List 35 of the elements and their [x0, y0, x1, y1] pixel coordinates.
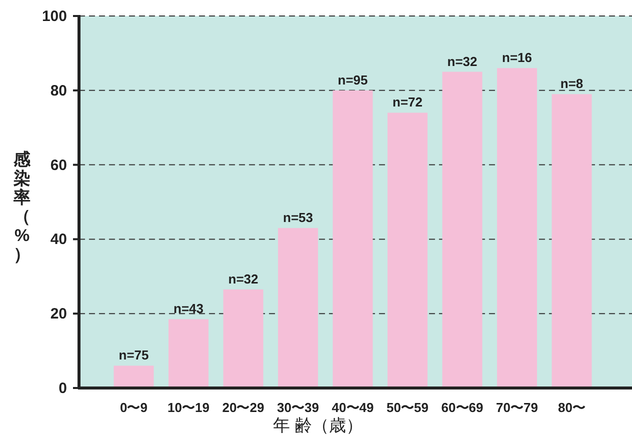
bar [278, 228, 318, 388]
y-tick-label: 20 [50, 306, 67, 323]
x-tick-label: 10〜19 [168, 400, 210, 415]
y-axis-title: 感染率（%） [12, 150, 32, 264]
annotation: n=32 [447, 54, 478, 69]
y-tick-label: 100 [42, 8, 67, 25]
bar [388, 112, 428, 388]
annotation: n=32 [228, 271, 258, 286]
x-tick-label: 60〜69 [441, 400, 484, 415]
annotation: n=75 [118, 348, 149, 363]
annotation: n=8 [560, 76, 584, 92]
bar [442, 72, 482, 388]
annotation: n=72 [392, 94, 423, 110]
bar [552, 94, 592, 388]
x-tick-label: 0〜9 [120, 400, 148, 415]
y-tick-label: 40 [50, 231, 67, 248]
annotation: n=95 [338, 72, 368, 88]
annotation: n=53 [283, 210, 314, 226]
bar [497, 68, 538, 388]
y-tick-label: 0 [58, 380, 67, 397]
y-tick-label: 60 [50, 156, 67, 174]
x-tick-label: 50〜59 [386, 400, 428, 415]
annotation: n=43 [174, 301, 204, 316]
bar [114, 366, 154, 388]
x-tick-label: 20〜29 [222, 400, 264, 415]
bar [332, 90, 373, 388]
x-tick-label: 40〜49 [332, 400, 374, 415]
y-tick-label: 80 [50, 82, 67, 100]
bar [168, 319, 209, 388]
x-tick-label: 70〜79 [496, 400, 538, 415]
bar [223, 289, 264, 388]
x-tick-label: 30〜39 [277, 400, 319, 415]
x-axis-title: 年 齢（歳） [273, 416, 363, 435]
annotation: n=16 [502, 50, 532, 66]
x-tick-label: 80〜 [558, 400, 586, 415]
